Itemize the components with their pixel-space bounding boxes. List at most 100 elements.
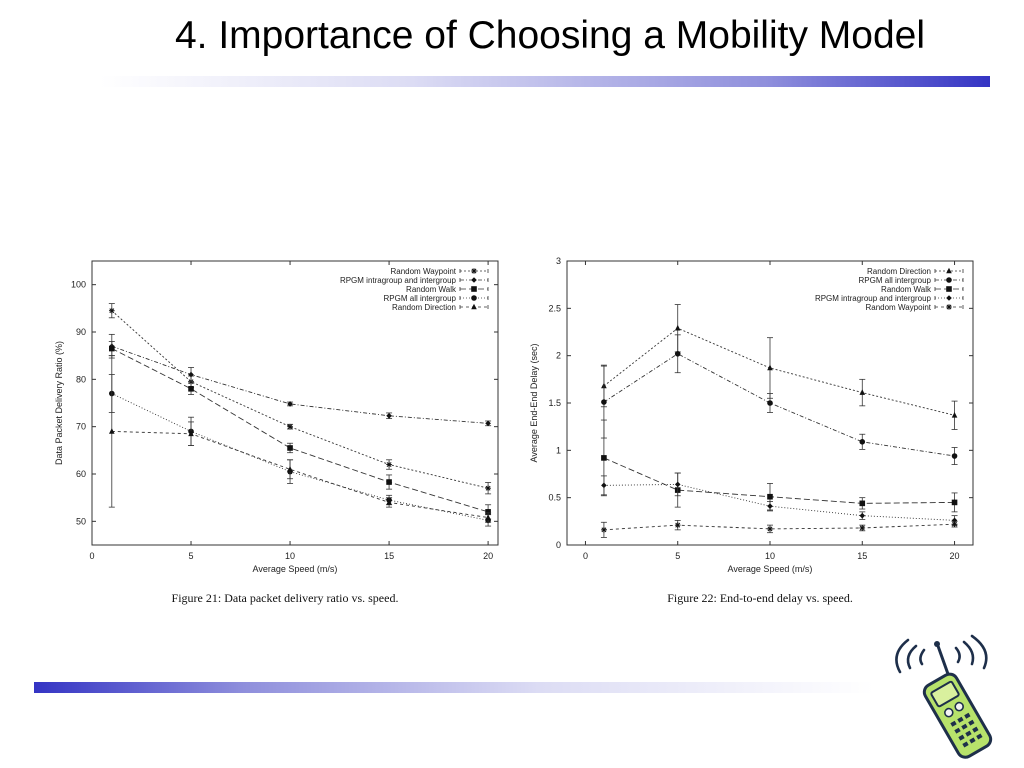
chart-2-y-tick-label: 0 [556,540,561,550]
chart-2-y-tick-label: 0.5 [548,493,561,503]
chart-2-figure-caption: Figure 22: End-to-end delay vs. speed. [667,591,853,605]
chart-1-point-rpgm-intragroup-and-intergroup [188,371,194,378]
chart-1-figure-caption: Figure 21: Data packet delivery ratio vs… [172,591,399,605]
chart-1-legend-marker-rpgm-intragroup-and-intergroup [471,277,477,283]
chart-2-point-random-walk [601,455,607,461]
chart-1-point-random-waypoint [109,307,115,314]
chart-1-point-random-waypoint [485,485,491,491]
chart-2-point-random-direction [674,324,681,331]
chart-2-legend-label-rpgm-intragroup-and-intergroup: RPGM intragroup and intergroup [815,294,932,303]
chart-2-point-random-walk [951,499,958,506]
chart-1-x-axis-label: Average Speed (m/s) [253,564,338,574]
chart-2-point-random-waypoint [674,522,681,528]
end-to-end-delay-chart: 0 5 10 15 20 0 0.5 1 1.5 2 2.5 3 Average Speed (m/s)… [529,256,974,605]
chart-2-point-rpgm-intragroup-and-intergroup [767,503,773,509]
chart-2-x-axis-label: Average Speed (m/s) [728,564,813,574]
chart-2-point-rpgm-all-intergroup [601,399,607,405]
chart-2-y-tick-label: 2 [556,351,561,361]
chart-1-point-random-walk [386,479,392,485]
chart-1-series-line-random-walk [111,348,489,513]
chart-1-y-tick-label: 80 [76,374,86,384]
chart-2-point-rpgm-intragroup-and-intergroup [601,482,607,489]
chart-2-legend-label-random-waypoint: Random Waypoint [865,303,931,312]
chart-1-series-random-direction [108,355,492,523]
title-underline-bar [100,76,990,87]
chart-1-legend-marker-rpgm-all-intergroup [471,295,477,301]
delivery-ratio-chart: 0 5 10 15 20 50 60 70 80 90 100 Average Speed (m/s)… [54,260,499,605]
slide-title: 4. Importance of Choosing a Mobility Mod… [174,14,926,57]
chart-2-series-line-random-walk [603,457,955,504]
chart-1-y-tick-label: 90 [76,327,86,337]
chart-1-point-random-walk [188,386,194,392]
chart-1-point-rpgm-intragroup-and-intergroup [287,401,293,407]
chart-1-series-line-rpgm-intragroup-and-intergroup [111,345,489,424]
chart-2-point-rpgm-all-intergroup [951,453,958,459]
chart-2-legend-marker-random-direction [946,267,952,274]
chart-2-point-rpgm-all-intergroup [674,350,681,357]
chart-1-plot-frame [91,260,499,546]
chart-1-point-random-walk [485,509,491,515]
chart-1-series-line-random-waypoint [111,310,489,489]
footer-bar [34,682,874,693]
chart-2-series-rpgm-all-intergroup [600,334,958,465]
chart-1-point-random-direction [485,514,491,520]
chart-1-y-axis-label: Data Packet Delivery Ratio (%) [54,341,64,465]
chart-1-x-tick-label: 20 [483,551,493,561]
chart-2-x-tick-label: 0 [583,551,588,561]
chart-2-x-tick-label: 5 [675,551,680,561]
chart-2-legend-label-random-walk: Random Walk [881,285,932,294]
chart-1-point-random-waypoint [386,461,392,468]
chart-1-series-line-rpgm-all-intergroup [111,393,489,521]
chart-2-series-random-waypoint [600,519,958,538]
chart-2-point-rpgm-intragroup-and-intergroup [859,512,866,519]
cell-phone-clipart-icon [895,634,993,759]
chart-2-y-tick-label: 2.5 [548,303,561,313]
chart-2-series-random-walk [600,419,958,513]
chart-2-point-random-direction [767,364,773,371]
chart-2-x-tick-label: 15 [857,551,867,561]
chart-2-point-random-waypoint [859,525,866,531]
chart-2-legend-marker-random-walk [946,286,952,292]
chart-2-legend-label-rpgm-all-intergroup: RPGM all intergroup [859,276,932,285]
chart-2-series-line-rpgm-all-intergroup [603,353,955,457]
chart-2-point-rpgm-intragroup-and-intergroup [951,517,958,524]
chart-2-point-random-waypoint [601,527,607,533]
chart-2-series-rpgm-intragroup-and-intergroup [600,472,958,526]
chart-1-point-random-direction [109,428,115,434]
chart-1-point-random-walk [109,345,115,352]
chart-2-y-axis-label: Average End-End Delay (sec) [529,344,539,463]
chart-1-point-random-direction [386,499,392,505]
chart-2-legend-label-random-direction: Random Direction [867,267,931,276]
chart-2-point-rpgm-intragroup-and-intergroup [674,481,681,488]
chart-2-series-line-rpgm-intragroup-and-intergroup [603,483,955,521]
chart-1-legend-marker-random-waypoint [471,268,477,274]
chart-1-y-tick-label: 50 [76,516,86,526]
chart-2-legend-marker-random-waypoint [946,304,952,310]
chart-2-legend-marker-rpgm-all-intergroup [946,277,952,283]
chart-1-point-random-direction [188,430,194,437]
chart-2-x-tick-label: 10 [765,551,775,561]
chart-1-x-tick-label: 15 [384,551,394,561]
chart-2-y-tick-label: 1.5 [548,398,561,408]
chart-2-point-random-waypoint [767,526,773,532]
chart-1-legend-marker-random-walk [471,286,477,292]
chart-2-series-line-random-waypoint [603,523,955,531]
chart-1-legend-label-rpgm-all-intergroup: RPGM all intergroup [384,294,457,303]
chart-1-x-tick-label: 0 [89,551,94,561]
chart-2-point-random-walk [859,500,866,507]
chart-2-series-random-direction [600,304,958,430]
chart-2-y-tick-label: 1 [556,445,561,455]
chart-1-series-random-waypoint [108,303,492,495]
chart-2-point-rpgm-all-intergroup [859,439,866,445]
chart-1-x-tick-label: 5 [189,551,194,561]
chart-1-point-random-direction [287,465,293,472]
chart-1-legend-label-rpgm-intragroup-and-intergroup: RPGM intragroup and intergroup [340,276,457,285]
chart-1-point-random-waypoint [287,423,293,430]
chart-2-point-random-direction [951,412,958,418]
chart-1-legend-label-random-waypoint: Random Waypoint [390,267,456,276]
chart-1-series-rpgm-all-intergroup [108,374,492,527]
chart-2-point-random-waypoint [951,521,958,527]
chart-1-y-tick-label: 70 [76,422,86,432]
